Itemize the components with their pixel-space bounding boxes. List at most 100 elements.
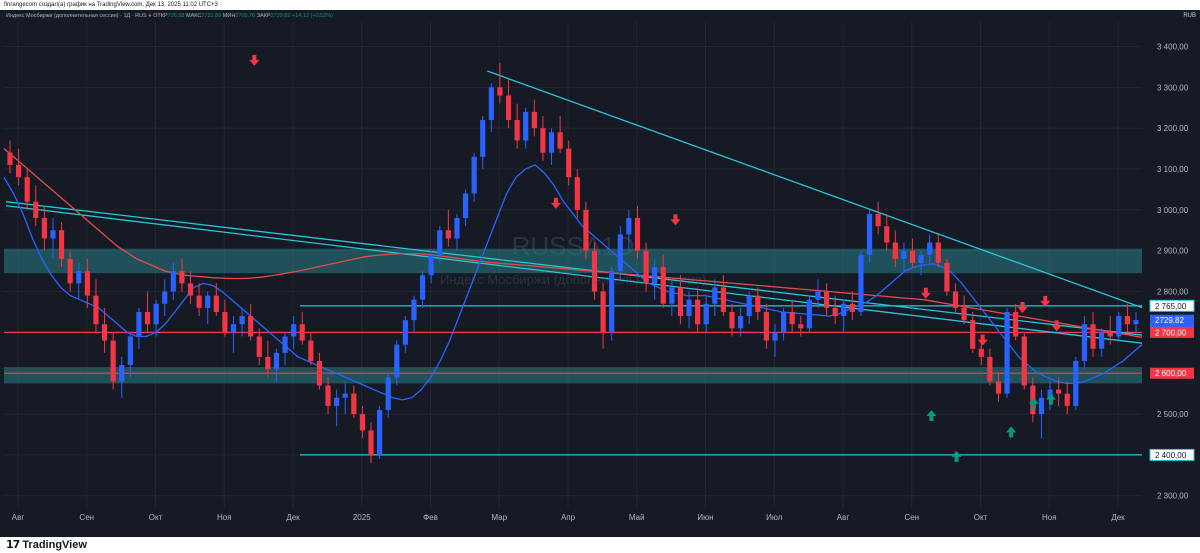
- y-tick-label: 2 900,00: [1157, 247, 1189, 256]
- candle-body: [995, 381, 1002, 394]
- candle-body: [944, 262, 950, 292]
- y-tick-label: 2 300,00: [1157, 492, 1189, 501]
- candle-body: [540, 128, 546, 153]
- candle-body: [24, 177, 30, 202]
- candle-body: [875, 213, 881, 227]
- open-label: ОТКР: [153, 13, 168, 19]
- candle: [1073, 356, 1079, 410]
- trendline: [5, 205, 1155, 346]
- candle-body: [505, 95, 512, 121]
- candle: [634, 205, 641, 259]
- candle: [789, 299, 795, 333]
- candle-body: [101, 324, 108, 341]
- candle: [1056, 377, 1062, 406]
- candle: [729, 303, 735, 337]
- candle: [798, 316, 804, 337]
- price-label-box: [1150, 367, 1194, 379]
- candle-body: [686, 299, 692, 317]
- candle-body: [617, 234, 623, 272]
- candle-body: [806, 299, 812, 329]
- candle: [600, 283, 606, 349]
- candle: [170, 262, 176, 300]
- brand-label: TradingView: [22, 539, 87, 551]
- candle: [1004, 307, 1010, 398]
- candle: [153, 299, 159, 337]
- price-label: 2 400,00: [1149, 448, 1195, 461]
- candle: [1116, 311, 1122, 341]
- candle-body: [720, 287, 727, 312]
- candle-body: [746, 295, 752, 317]
- candle-body: [866, 213, 873, 255]
- candle: [781, 307, 787, 341]
- candle: [248, 303, 254, 341]
- candle: [385, 373, 391, 419]
- candle-body: [600, 291, 606, 333]
- candle: [832, 295, 838, 325]
- x-tick-label: Окт: [974, 513, 988, 522]
- candle-body: [16, 164, 22, 178]
- candle: [342, 381, 348, 415]
- x-tick-label: Сен: [904, 513, 919, 522]
- candle: [712, 279, 718, 317]
- candle-body: [901, 250, 907, 259]
- candle-body: [609, 271, 615, 333]
- candle-body: [781, 311, 787, 333]
- candle: [858, 250, 864, 317]
- candle: [488, 83, 494, 133]
- down-arrow-icon: [920, 287, 931, 299]
- candle-body: [1081, 324, 1088, 361]
- candle: [591, 242, 598, 300]
- candle-body: [316, 360, 323, 386]
- candle-body: [239, 316, 245, 325]
- candle: [428, 250, 434, 284]
- candle-body: [1021, 336, 1027, 386]
- x-tick-label: Мар: [491, 513, 507, 522]
- candle-body: [480, 120, 486, 157]
- candle-body: [93, 295, 99, 325]
- candle: [505, 79, 512, 129]
- candle-body: [755, 295, 761, 312]
- candle: [127, 332, 133, 378]
- candle: [282, 332, 288, 366]
- candle: [119, 356, 125, 398]
- x-tick-label: Апр: [561, 513, 576, 522]
- candle: [918, 250, 924, 276]
- candle-body: [33, 201, 39, 219]
- candle-body: [892, 242, 898, 259]
- price-label-box: [1150, 326, 1194, 338]
- candle-body: [1116, 316, 1122, 337]
- candle-body: [462, 193, 469, 219]
- price-axis: [1142, 12, 1200, 508]
- candle: [531, 99, 537, 137]
- tradingview-logo[interactable]: 17 TradingView: [6, 539, 87, 552]
- candle-body: [162, 291, 168, 304]
- candle: [58, 222, 65, 268]
- candle: [454, 213, 460, 251]
- candle: [291, 316, 297, 349]
- candle-body: [591, 250, 598, 292]
- low-label: МИН: [222, 13, 236, 19]
- candle: [823, 283, 830, 317]
- candle-body: [1107, 332, 1113, 337]
- up-arrow-icon: [951, 450, 962, 462]
- change-value: +14,12 (+0,52%): [292, 13, 334, 19]
- candle-body: [273, 352, 280, 370]
- candle: [961, 295, 967, 325]
- candle-body: [1099, 332, 1105, 349]
- candle-body: [531, 111, 537, 129]
- candle-body: [411, 299, 417, 321]
- candle-body: [76, 271, 82, 284]
- candle: [703, 295, 709, 333]
- candle: [179, 258, 185, 292]
- candle: [33, 185, 39, 227]
- candle: [334, 389, 340, 427]
- candle: [93, 279, 99, 333]
- candle-body: [849, 303, 855, 312]
- y-tick-label: 3 100,00: [1157, 165, 1189, 174]
- candle: [1013, 303, 1019, 341]
- down-arrow-icon: [670, 214, 681, 226]
- y-tick-label: 3 000,00: [1157, 206, 1189, 215]
- candle: [110, 332, 116, 390]
- candle-body: [1004, 311, 1010, 394]
